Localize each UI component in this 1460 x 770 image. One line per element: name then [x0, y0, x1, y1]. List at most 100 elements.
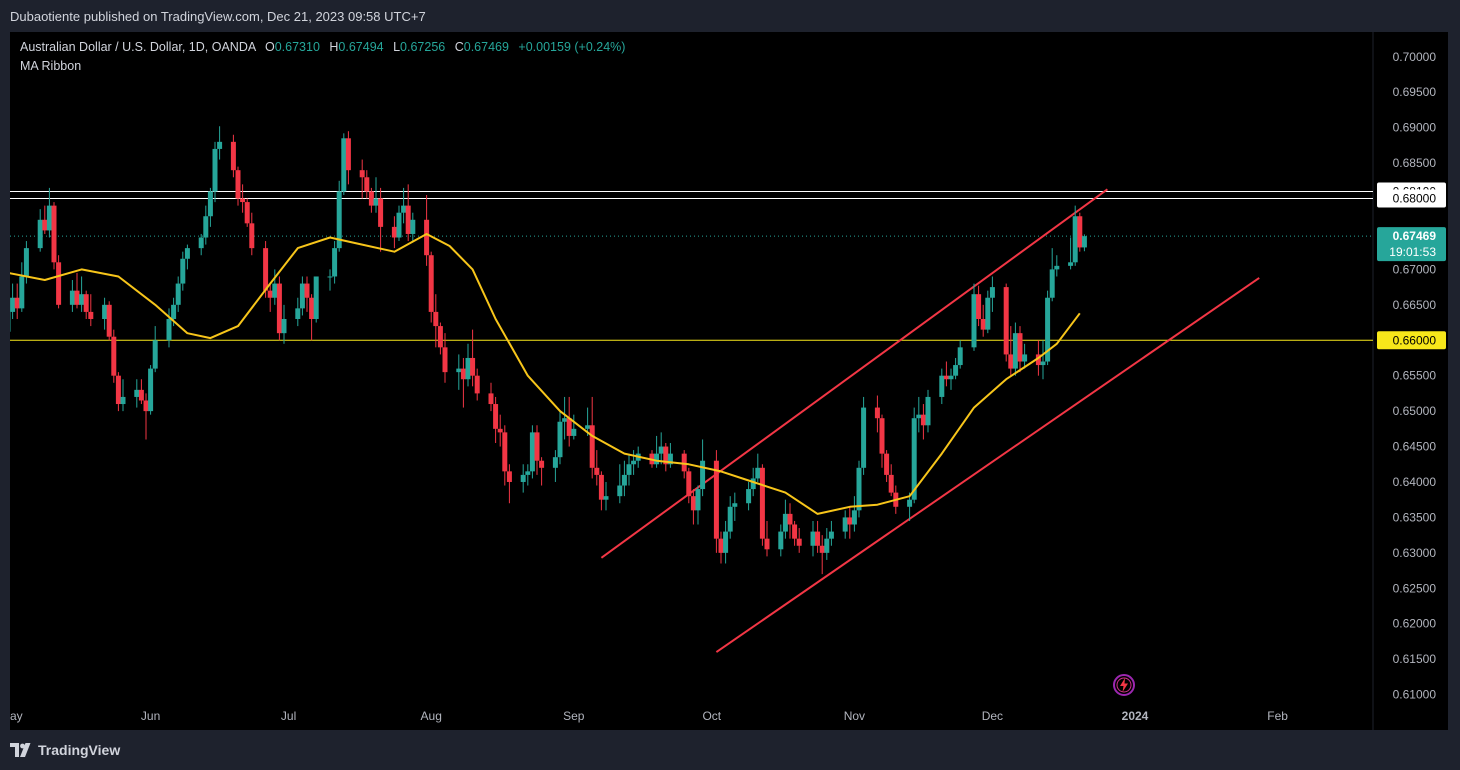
- candle-body: [778, 531, 784, 550]
- ma-ribbon-line: [10, 233, 1081, 515]
- last-price-label-text: 0.67469: [1393, 229, 1437, 243]
- y-tick-label: 0.63000: [1393, 546, 1437, 560]
- candle-body: [474, 375, 480, 394]
- candle-body: [433, 311, 439, 327]
- candle-body: [626, 464, 632, 475]
- candle-body: [957, 347, 963, 366]
- candle-body: [378, 198, 384, 227]
- candle-body: [1068, 262, 1074, 266]
- y-tick-label: 0.64000: [1393, 475, 1437, 489]
- candle-body: [819, 545, 825, 553]
- x-tick-label: Dec: [982, 709, 1003, 723]
- candle-body: [1012, 333, 1018, 369]
- y-tick-label: 0.62000: [1393, 617, 1437, 631]
- candle-body: [345, 138, 351, 171]
- y-tick-label: 0.64500: [1393, 440, 1437, 454]
- candle-body: [792, 524, 798, 539]
- candle-body: [148, 368, 154, 412]
- candle-body: [658, 446, 664, 454]
- countdown-label-text: 19:01:53: [1389, 245, 1436, 259]
- candle-body: [842, 517, 848, 532]
- x-tick-label: Jun: [141, 709, 160, 723]
- candle-body: [939, 375, 945, 397]
- candle-body: [566, 418, 572, 436]
- candle-body: [562, 418, 568, 422]
- chart-panel[interactable]: 0.700000.695000.690000.685000.680000.675…: [10, 32, 1448, 730]
- candle-body: [332, 248, 338, 277]
- candle-body: [746, 489, 752, 504]
- y-tick-label: 0.61500: [1393, 652, 1437, 666]
- candle-body: [424, 219, 430, 256]
- change-value: +0.00159 (+0.24%): [518, 40, 626, 54]
- candle-body: [718, 538, 724, 553]
- symbol-title[interactable]: Australian Dollar / U.S. Dollar, 1D, OAN…: [20, 40, 256, 54]
- candle-body: [442, 347, 448, 373]
- y-tick-label: 0.67000: [1393, 262, 1437, 276]
- candle-body: [497, 428, 503, 433]
- candle-body: [552, 457, 558, 468]
- x-tick-label: Sep: [563, 709, 585, 723]
- price-label-box: [1377, 331, 1446, 350]
- candle-body: [971, 294, 977, 348]
- price-chart[interactable]: 0.700000.695000.690000.685000.680000.675…: [10, 32, 1448, 730]
- high-value: 0.67494: [338, 40, 384, 54]
- candle-body: [539, 460, 545, 468]
- candle-body: [1040, 361, 1046, 366]
- x-tick-label: 2024: [1122, 709, 1149, 723]
- candle-body: [713, 460, 719, 539]
- candle-body: [1081, 236, 1087, 248]
- candle-body: [111, 336, 117, 376]
- candle-body: [1008, 354, 1014, 369]
- low-label: L: [393, 40, 401, 54]
- low-value: 0.67256: [400, 40, 446, 54]
- candle-body: [686, 471, 692, 497]
- candle-body: [313, 276, 319, 319]
- candle-body: [603, 496, 609, 500]
- candle-body: [368, 191, 374, 206]
- tradingview-logo[interactable]: TradingView: [10, 742, 120, 758]
- x-tick-label: Aug: [421, 709, 442, 723]
- candle-body: [925, 396, 931, 426]
- candle-body: [617, 485, 623, 497]
- x-tick-label: Oct: [702, 709, 721, 723]
- candle-body: [359, 170, 365, 178]
- candle-body: [281, 318, 287, 334]
- candle-body: [690, 496, 696, 511]
- candle-body: [782, 513, 788, 532]
- x-tick-label: Jul: [281, 709, 296, 723]
- indicator-ma-ribbon[interactable]: MA Ribbon: [20, 59, 82, 73]
- candle-body: [1049, 269, 1055, 298]
- bottom-bar: TradingView: [0, 730, 1460, 770]
- y-tick-label: 0.70000: [1393, 50, 1437, 64]
- candle-body: [102, 304, 108, 319]
- candle-body: [1035, 354, 1041, 366]
- close-label: C: [454, 40, 464, 54]
- candle-body: [341, 138, 347, 192]
- candle-body: [598, 474, 604, 500]
- candle-body: [1003, 287, 1009, 355]
- y-tick-label: 0.61000: [1393, 688, 1437, 702]
- candle-body: [989, 287, 995, 298]
- candle-body: [755, 467, 761, 479]
- candle-body: [88, 311, 94, 319]
- y-tick-label: 0.62500: [1393, 581, 1437, 595]
- y-tick-label: 0.68500: [1393, 156, 1437, 170]
- x-tick-label: Nov: [844, 709, 865, 723]
- candle-body: [42, 219, 48, 231]
- candle-body: [884, 453, 890, 475]
- candle-body: [667, 453, 673, 465]
- lightning-bolt-icon[interactable]: [1112, 673, 1136, 697]
- candle-body: [621, 474, 627, 486]
- candle-body: [764, 538, 770, 550]
- candle-body: [240, 198, 246, 203]
- candle-body: [364, 177, 370, 192]
- candle-body: [299, 283, 305, 309]
- candle-body: [249, 223, 255, 249]
- candle-body: [631, 460, 637, 465]
- candle-body: [23, 248, 29, 277]
- candle-body: [309, 297, 315, 319]
- candle-body: [879, 418, 885, 454]
- candle-body: [654, 453, 660, 465]
- candle-body: [916, 414, 922, 419]
- candle-body: [465, 357, 471, 380]
